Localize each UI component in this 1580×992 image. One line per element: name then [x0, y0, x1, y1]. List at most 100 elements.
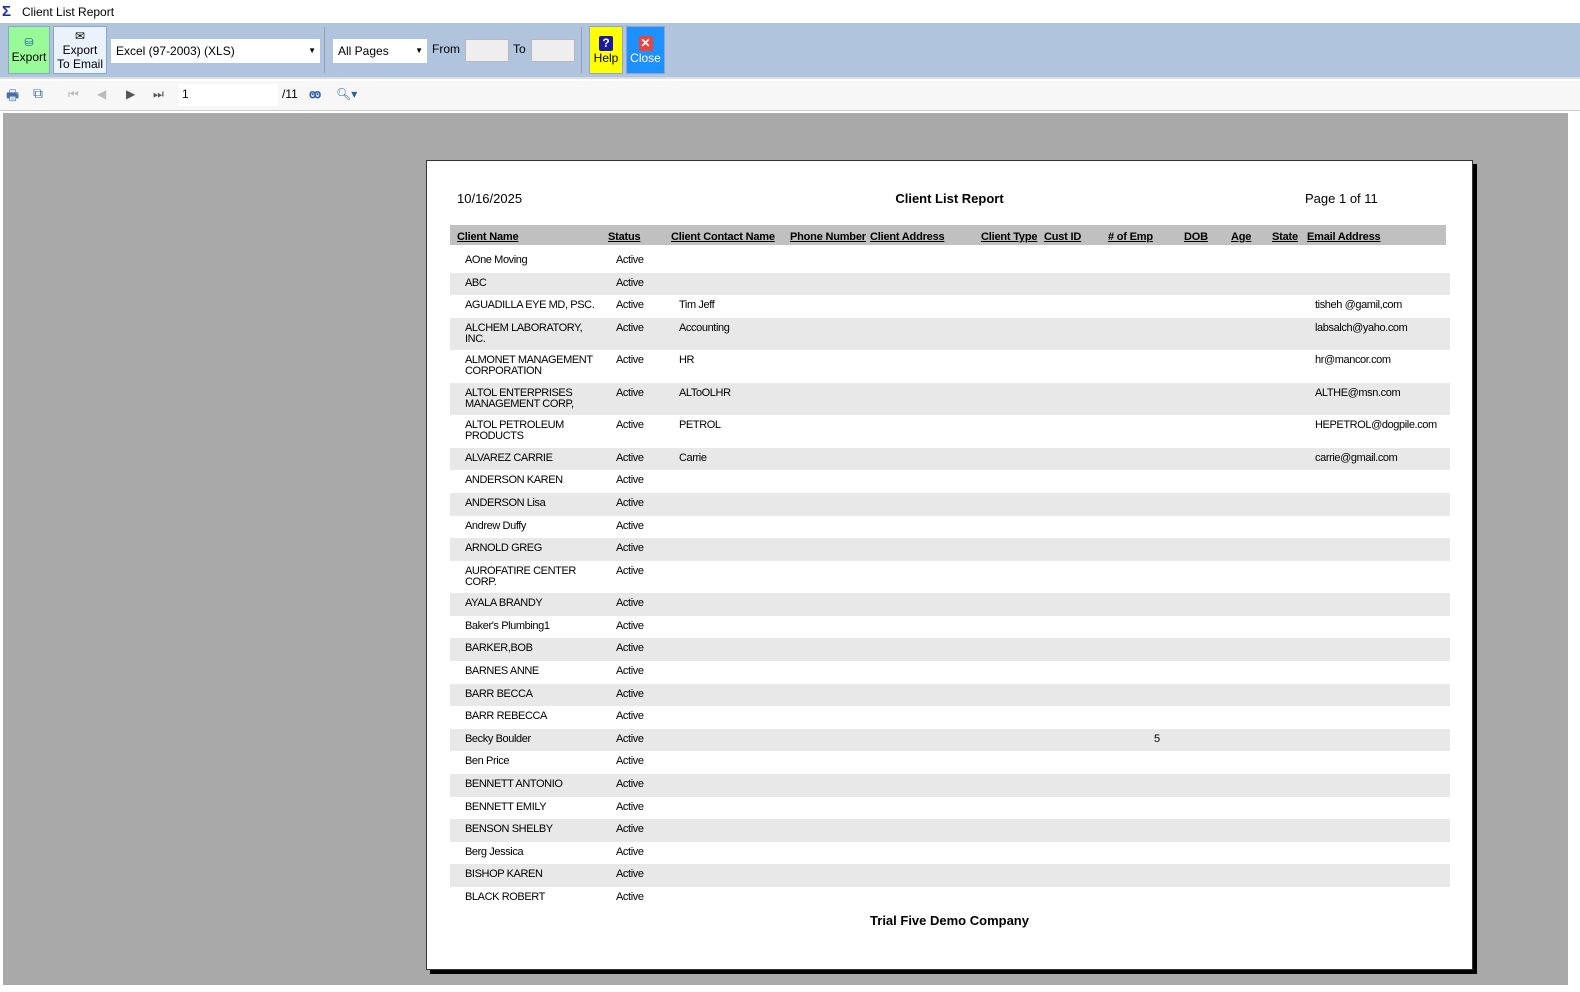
status: Active [616, 823, 644, 836]
table-row: BLACK ROBERT Active [450, 887, 1450, 910]
status: Active [616, 519, 644, 532]
status: Active [616, 386, 644, 399]
divider [324, 27, 325, 73]
status: Active [616, 474, 644, 487]
window-title: Client List Report [22, 4, 115, 19]
client-name: AGUADILLA EYE MD, PSC. [465, 299, 595, 312]
table-row: Andrew Duffy Active [450, 516, 1450, 539]
export-format-select[interactable]: Excel (97-2003) (XLS) ▼ [111, 39, 320, 63]
page-label: Page 1 of 11 [1305, 191, 1378, 206]
report-page: 10/16/2025 Client List Report Page 1 of … [426, 160, 1473, 970]
contact-name: PETROL [679, 419, 721, 432]
client-name: BENSON SHELBY [465, 823, 553, 836]
client-name: Berg Jessica [465, 845, 524, 858]
contact-name: ALToOLHR [679, 386, 731, 399]
title-bar: Σ Client List Report [0, 0, 1580, 23]
email-address: HEPETROL@dogpile.com [1315, 419, 1437, 432]
table-row: BARR REBECCA Active [450, 706, 1450, 729]
column-header: Client Type [981, 231, 1038, 243]
chevron-down-icon: ▼ [415, 46, 423, 55]
find-binoculars-icon[interactable]: ꙭ [309, 87, 322, 101]
table-row: ANDERSON Lisa Active [450, 492, 1450, 516]
column-header: Client Name [457, 231, 519, 243]
toolbar: ⛁ Export ✉ Export To Email Excel (97-200… [0, 23, 1580, 79]
close-icon: ✕ [638, 35, 653, 51]
client-name: BENNETT ANTONIO [465, 778, 563, 790]
client-name: Ben Price [465, 755, 510, 768]
status: Active [616, 755, 644, 768]
page-range-select[interactable]: All Pages ▼ [333, 39, 427, 63]
help-label: Help [593, 50, 619, 65]
table-row: ABC Active [450, 272, 1450, 296]
client-name: Becky Boulder [465, 732, 531, 745]
table-row: BISHOP KAREN Active [450, 864, 1450, 887]
status: Active [616, 451, 644, 464]
chevron-down-icon: ▼ [308, 46, 316, 55]
status: Active [616, 419, 644, 432]
table-header: Client Name Status Client Contact Name Phon… [450, 225, 1446, 245]
email-address: carrie@gmail.com [1315, 451, 1398, 464]
page-range-value: All Pages [338, 44, 389, 58]
to-input[interactable] [531, 39, 575, 62]
client-name: ARNOLD GREG [465, 542, 542, 555]
status: Active [616, 710, 644, 723]
column-header: Cust ID [1044, 231, 1082, 243]
from-input[interactable] [465, 39, 509, 62]
column-header: Client Address [870, 231, 945, 243]
next-page-icon[interactable]: ▶ [126, 87, 136, 101]
table-row: Baker's Plumbing1 Active [450, 616, 1450, 639]
help-icon: ? [599, 35, 613, 51]
client-name: ANDERSON Lisa [465, 496, 546, 509]
email-address: hr@mancor.com [1315, 354, 1391, 367]
report-title: Client List Report [895, 191, 1004, 206]
status: Active [616, 619, 644, 632]
table-row: AUROFATIRE CENTER CORP. Active [450, 561, 1450, 594]
status: Active [616, 642, 644, 655]
contact-name: HR [679, 354, 695, 367]
contact-name: Accounting [679, 321, 730, 334]
table-row: BARNES ANNE Active [450, 661, 1450, 684]
table-row: AOne Moving Active [450, 250, 1450, 273]
status: Active [616, 542, 644, 555]
status: Active [616, 254, 644, 266]
first-page-icon[interactable]: ⏮ [68, 87, 79, 101]
table-row: AGUADILLA EYE MD, PSC. Active Tim Jeff tish… [450, 295, 1450, 318]
previous-page-icon[interactable]: ◀ [97, 87, 107, 101]
client-name: BLACK ROBERT [465, 890, 545, 903]
client-name: BISHOP KAREN [465, 868, 543, 881]
app-logo-icon: Σ [2, 2, 12, 20]
client-name: ALCHEM LABORATORY, INC. [465, 321, 583, 345]
table-row: Ben Price Active [450, 751, 1450, 774]
client-name: ALVAREZ CARRIE [465, 451, 553, 464]
last-page-icon[interactable]: ⏭ [153, 87, 164, 101]
client-name: AYALA BRANDY [465, 597, 543, 610]
table-row: ALCHEM LABORATORY, INC. Active Accounting l… [450, 317, 1450, 351]
close-label: Close [630, 50, 661, 65]
export-button[interactable]: ⛁ Export [8, 26, 50, 74]
table-row: AYALA BRANDY Active [450, 593, 1450, 616]
help-button[interactable]: ? Help [589, 26, 623, 74]
status: Active [616, 564, 644, 577]
report-viewer[interactable]: 10/16/2025 Client List Report Page 1 of … [3, 113, 1568, 985]
report-date: 10/16/2025 [457, 191, 523, 206]
table-row: Becky Boulder Active 5 [450, 728, 1450, 752]
print-icon[interactable]: 🖶 [6, 87, 20, 103]
table-row: ALTOL PETROLEUM PRODUCTS Active PETROL HEPE… [450, 415, 1450, 448]
client-name: AUROFATIRE CENTER CORP. [465, 564, 576, 588]
page-number-input[interactable]: 1 [178, 84, 278, 106]
table-row: ARNOLD GREG Active [450, 538, 1450, 561]
page-total: /11 [282, 87, 298, 101]
client-name: AOne Moving [465, 254, 528, 266]
copy-icon[interactable]: ⧉ [33, 85, 43, 101]
status: Active [616, 597, 644, 610]
zoom-icon[interactable]: 🔍︎▾ [336, 87, 358, 101]
export-to-email-button[interactable]: ✉ Export To Email [53, 26, 107, 74]
status: Active [616, 687, 644, 700]
status: Active [616, 732, 644, 745]
export-label: Export [11, 50, 47, 64]
close-button[interactable]: ✕ Close [626, 26, 665, 74]
column-header: Client Contact Name [671, 231, 775, 243]
client-table: AOne Moving Active ABC Active AGUADILLA EYE … [450, 250, 1450, 910]
export-format-value: Excel (97-2003) (XLS) [116, 44, 235, 58]
status: Active [616, 890, 644, 903]
